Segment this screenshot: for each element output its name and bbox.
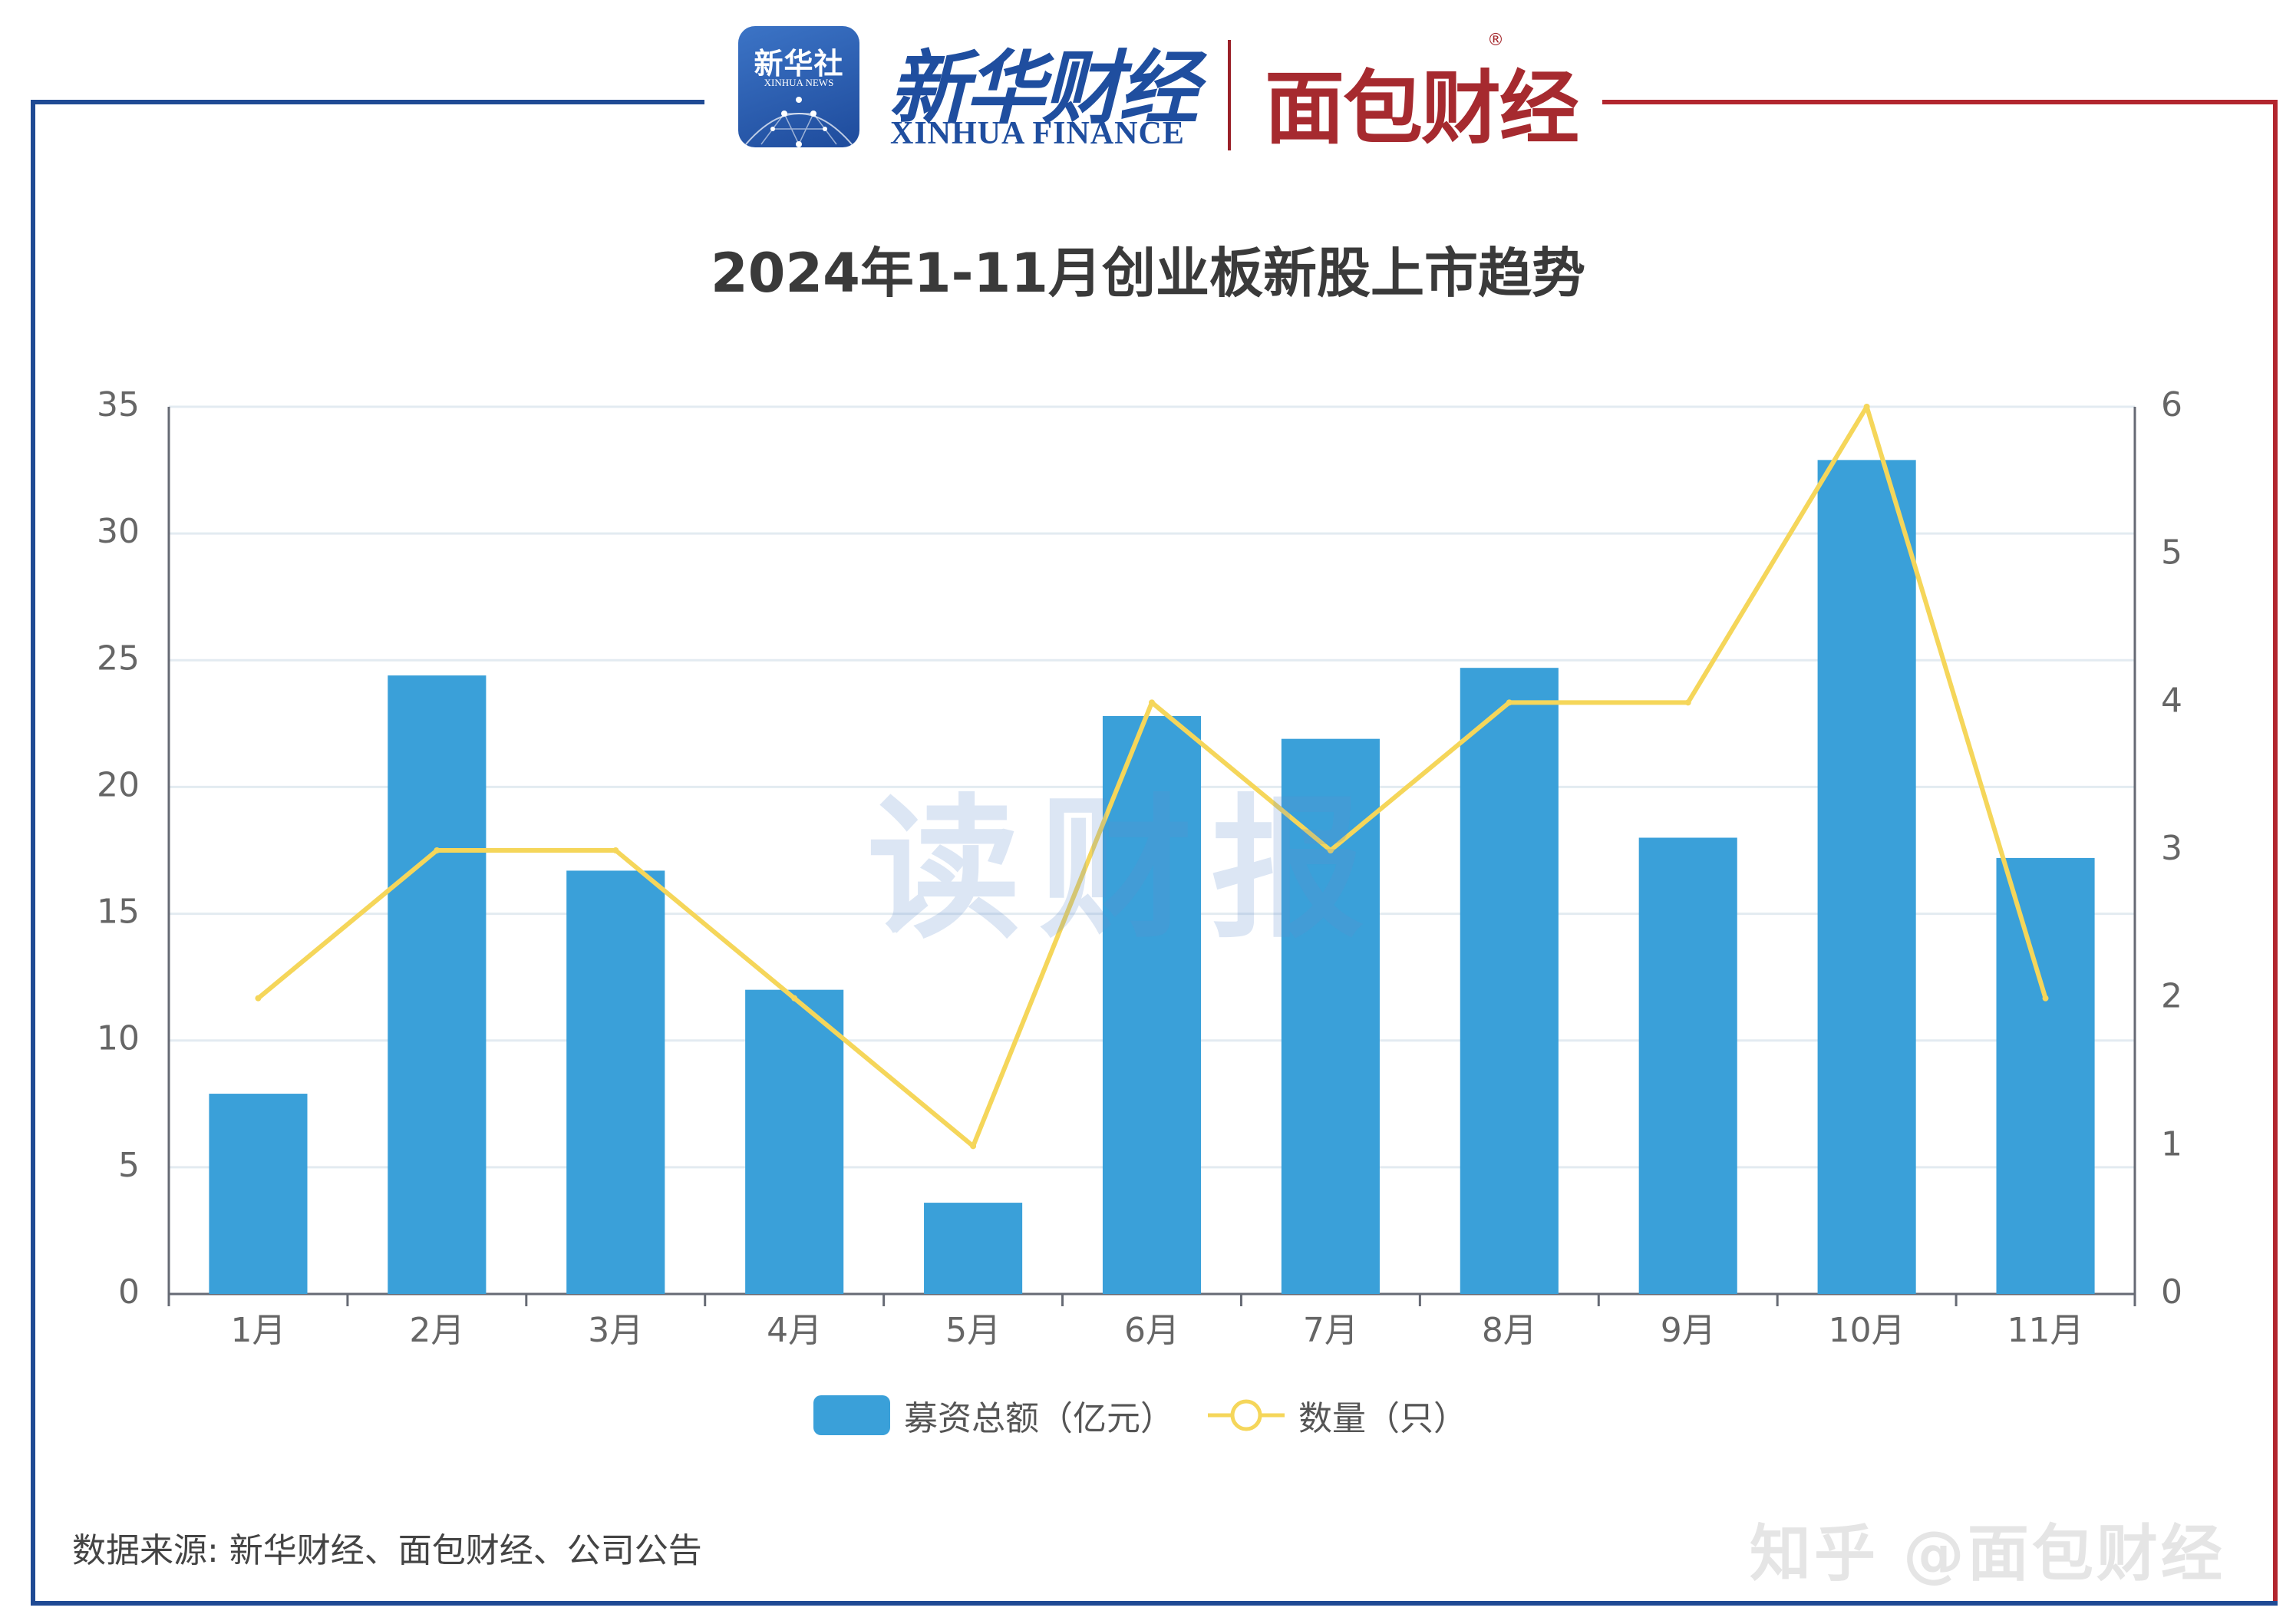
bar xyxy=(1638,837,1737,1294)
x-axis-tick-label: 3月 xyxy=(588,1311,643,1350)
bar xyxy=(1817,460,1916,1294)
x-axis-tick-label: 2月 xyxy=(409,1311,464,1350)
y2-axis-tick-label: 0 xyxy=(2161,1272,2182,1312)
y-axis-tick-label: 15 xyxy=(97,893,140,932)
y-axis-tick-label: 10 xyxy=(97,1019,140,1058)
y2-axis-tick-label: 2 xyxy=(2161,977,2182,1016)
y2-axis-tick-label: 1 xyxy=(2161,1124,2182,1164)
line-point xyxy=(1863,404,1870,410)
y-axis-tick-label: 0 xyxy=(118,1272,140,1312)
line-point xyxy=(1327,847,1334,853)
y-axis-tick-label: 5 xyxy=(118,1146,140,1185)
legend-item-bar[interactable]: 募资总额（亿元） xyxy=(813,1391,1174,1440)
chart-legend: 募资总额（亿元） 数量（只） xyxy=(813,1385,1501,1446)
line-point xyxy=(1684,699,1691,706)
line-point xyxy=(1506,699,1513,706)
x-axis-tick-label: 5月 xyxy=(945,1311,1001,1350)
zhihu-watermark: 知乎 @面包财经 xyxy=(1750,1518,2225,1589)
xinhua-finance-logo-en: XINHUA FINANCE xyxy=(890,116,1185,151)
y-axis-tick-label: 25 xyxy=(97,639,140,678)
frame-right xyxy=(2273,100,2278,1606)
line-point xyxy=(1149,699,1155,706)
x-axis-tick-label: 9月 xyxy=(1661,1311,1716,1350)
y2-axis-tick-label: 6 xyxy=(2161,385,2182,424)
legend-line-label: 数量（只） xyxy=(1298,1399,1467,1438)
y2-axis-tick-label: 3 xyxy=(2161,829,2182,868)
line-point xyxy=(970,1143,977,1150)
line-point xyxy=(434,847,440,853)
frame-bottom xyxy=(31,1601,2278,1606)
bar xyxy=(209,1094,308,1294)
frame-top-left xyxy=(31,100,704,104)
bar xyxy=(566,870,665,1294)
y-axis-tick-label: 35 xyxy=(97,385,140,424)
line-point xyxy=(612,847,619,853)
y2-axis-tick-label: 4 xyxy=(2161,681,2182,720)
line-point xyxy=(255,995,262,1002)
data-source-note: 数据来源: 新华财经、面包财经、公司公告 xyxy=(72,1531,702,1570)
x-axis-tick-label: 4月 xyxy=(767,1311,822,1350)
x-axis-tick-label: 7月 xyxy=(1303,1311,1358,1350)
xinhua-news-logo: 新华社 XINHUA NEWS xyxy=(738,26,859,147)
frame-top-right xyxy=(1602,100,2278,104)
xinhua-badge-name: 新华社 xyxy=(754,47,844,81)
y-axis-tick-label: 20 xyxy=(97,765,140,804)
legend-bar-swatch xyxy=(813,1395,890,1435)
chart-title: 2024年1-11月创业板新股上市趋势 xyxy=(711,242,1585,305)
legend-bar-label: 募资总额（亿元） xyxy=(904,1399,1174,1438)
line-point xyxy=(2042,995,2049,1002)
legend-line-swatch xyxy=(1208,1399,1285,1431)
logo-divider xyxy=(1228,40,1231,150)
bar xyxy=(1102,715,1202,1294)
registered-mark: ® xyxy=(1487,31,1504,50)
bar xyxy=(745,989,844,1294)
watermark-text: 读财报 xyxy=(867,781,1384,959)
bar xyxy=(1996,857,2095,1294)
x-axis-tick-label: 10月 xyxy=(1829,1311,1905,1350)
mianbao-finance-logo-text: 面包财经 xyxy=(1265,61,1579,155)
x-axis-tick-label: 6月 xyxy=(1124,1311,1179,1350)
legend-item-line[interactable]: 数量（只） xyxy=(1208,1391,1467,1440)
x-axis-tick-label: 8月 xyxy=(1482,1311,1537,1350)
globe-network-icon xyxy=(745,97,853,147)
bar xyxy=(1460,668,1559,1294)
bar xyxy=(1281,738,1380,1294)
frame-left xyxy=(31,100,35,1606)
bar xyxy=(388,675,487,1294)
bar xyxy=(924,1203,1023,1294)
xinhua-badge-en: XINHUA NEWS xyxy=(764,77,834,88)
y2-axis-tick-label: 5 xyxy=(2161,533,2182,573)
line-point xyxy=(791,995,798,1002)
x-axis-tick-label: 11月 xyxy=(2007,1311,2084,1350)
xinhua-finance-logo-text: 新华财经 xyxy=(889,41,1199,135)
y-axis-tick-label: 30 xyxy=(97,512,140,551)
x-axis-tick-label: 1月 xyxy=(230,1311,285,1350)
